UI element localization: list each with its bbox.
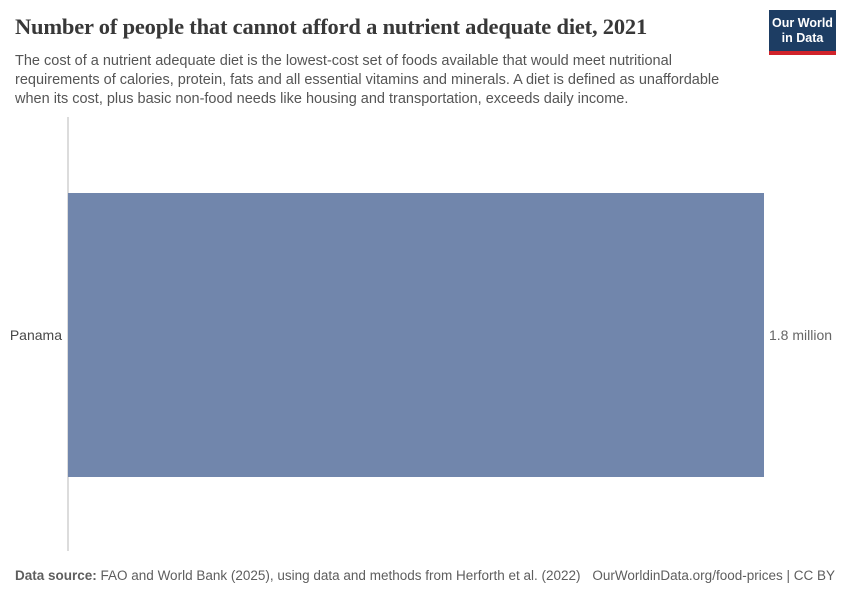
logo-line-1: Our World	[772, 15, 833, 30]
data-source-text: FAO and World Bank (2025), using data an…	[96, 568, 581, 583]
value-label-panama: 1.8 million	[769, 327, 833, 343]
logo-line-2: in Data	[781, 30, 824, 45]
chart-subtitle: The cost of a nutrient adequate diet is …	[15, 53, 720, 107]
chart-footer: Data source: FAO and World Bank (2025), …	[15, 568, 835, 583]
plot-area	[68, 117, 764, 551]
owid-logo: Our World in Data	[769, 10, 836, 55]
bar-panama[interactable]	[68, 193, 764, 477]
page-title: Number of people that cannot afford a nu…	[15, 14, 647, 39]
data-source: Data source: FAO and World Bank (2025), …	[15, 568, 581, 583]
category-label-panama: Panama	[9, 327, 62, 343]
data-source-label: Data source:	[15, 568, 97, 583]
credit-link[interactable]: OurWorldinData.org/food-prices | CC BY	[592, 568, 835, 583]
